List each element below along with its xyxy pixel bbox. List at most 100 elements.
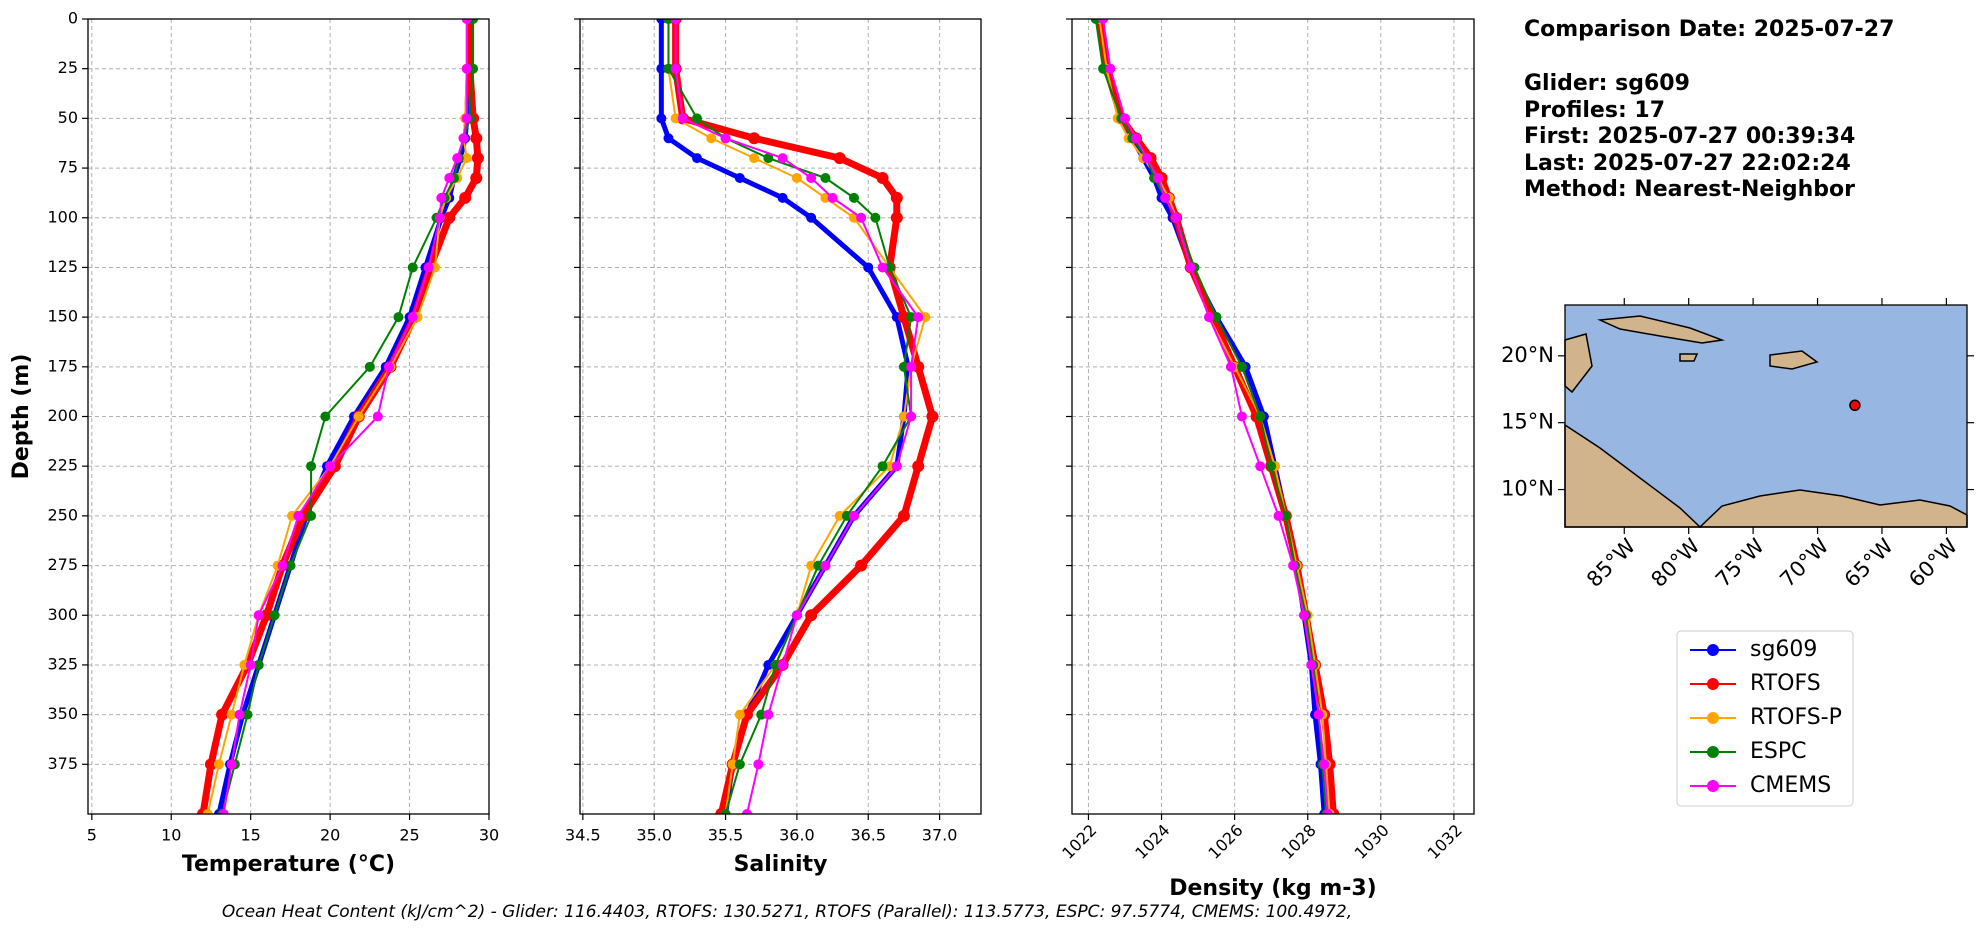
point xyxy=(876,172,889,184)
point xyxy=(656,63,667,74)
info-text: Comparison Date: 2025-07-27 Glider: sg60… xyxy=(1524,17,1894,202)
panel: 1022 1024 1026 1028 1030 1032 Density (kg m-3) xyxy=(1058,18,1475,901)
point xyxy=(293,510,304,521)
point xyxy=(806,212,817,223)
point xyxy=(777,659,788,670)
point xyxy=(458,133,469,144)
point xyxy=(848,510,859,521)
point xyxy=(777,153,788,164)
y-tick-label: 125 xyxy=(47,257,78,276)
x-axis-label: Salinity xyxy=(734,852,828,877)
point xyxy=(877,262,888,273)
point xyxy=(906,312,917,323)
point xyxy=(1322,809,1333,814)
point xyxy=(912,360,925,373)
point xyxy=(670,19,681,24)
point xyxy=(805,609,818,622)
point xyxy=(423,262,434,273)
legend-marker xyxy=(1707,780,1719,792)
point xyxy=(920,312,931,323)
point xyxy=(306,510,317,521)
point xyxy=(740,708,753,721)
x-tick-label: 15 xyxy=(241,826,261,845)
point xyxy=(670,63,681,74)
point xyxy=(444,173,455,183)
x-tick-label: 1026 xyxy=(1204,821,1246,863)
y-tick-label: 275 xyxy=(47,555,78,574)
y-tick-label: 175 xyxy=(47,356,78,375)
x-tick-label: 1022 xyxy=(1058,821,1100,863)
point xyxy=(884,262,895,273)
point xyxy=(1098,19,1109,24)
y-tick-label: 75 xyxy=(58,158,78,177)
point xyxy=(763,153,774,164)
point xyxy=(1319,759,1330,770)
point xyxy=(226,709,237,720)
point xyxy=(906,411,917,422)
series-line xyxy=(672,19,936,814)
point xyxy=(1236,411,1247,422)
map-x-tick-label: 65°W xyxy=(1840,534,1898,592)
point xyxy=(791,173,802,183)
legend-items: sg609 RTOFS RTOFS-P ESPC CMEMS xyxy=(1690,637,1842,798)
point xyxy=(777,192,788,203)
series-group xyxy=(656,19,939,814)
point xyxy=(1119,113,1130,124)
point xyxy=(269,610,280,621)
point xyxy=(898,411,909,422)
point xyxy=(1255,411,1266,422)
x-tick-label: 30 xyxy=(479,826,499,845)
point xyxy=(848,192,859,203)
point xyxy=(890,211,903,224)
point xyxy=(820,192,831,203)
legend-marker xyxy=(1707,678,1719,690)
point xyxy=(756,709,767,720)
point xyxy=(806,560,817,571)
point xyxy=(1130,133,1141,144)
x-tick-label: 35.5 xyxy=(708,826,744,845)
panels: 0 25 50 75 100 125 150 175 200 225 250 275 300 325 350… xyxy=(9,9,1475,901)
point xyxy=(734,759,745,770)
legend-label: ESPC xyxy=(1750,739,1807,764)
point xyxy=(436,192,447,203)
point xyxy=(1160,192,1171,203)
point xyxy=(912,460,925,473)
legend-label: CMEMS xyxy=(1750,773,1831,798)
series-group xyxy=(197,19,484,814)
point xyxy=(741,809,752,814)
map-y-tick-label: 15°N xyxy=(1501,410,1554,434)
point xyxy=(1105,63,1116,74)
point xyxy=(325,461,336,472)
point xyxy=(1280,510,1291,521)
legend-marker xyxy=(1707,712,1719,724)
x-tick-label: 34.5 xyxy=(565,826,601,845)
point xyxy=(1185,262,1196,273)
legend-label: RTOFS-P xyxy=(1750,705,1842,730)
map-y-tick-label: 10°N xyxy=(1501,477,1554,501)
point xyxy=(833,152,846,165)
x-tick-label: 5 xyxy=(87,826,97,845)
point xyxy=(1273,510,1284,521)
point xyxy=(806,173,817,183)
point xyxy=(870,212,881,223)
y-tick-label: 375 xyxy=(47,754,78,773)
point xyxy=(877,461,888,472)
point xyxy=(218,809,229,814)
point xyxy=(770,659,781,670)
point xyxy=(461,153,472,164)
point xyxy=(459,191,472,204)
footer: Ocean Heat Content (kJ/cm^2) - Glider: 1… xyxy=(222,902,1352,922)
y-tick-label: 300 xyxy=(47,605,78,624)
map-frame xyxy=(1564,304,1968,528)
legend-label: RTOFS xyxy=(1750,671,1821,696)
map-x-tick-label: 60°W xyxy=(1904,534,1962,592)
panel: 0 25 50 75 100 125 150 175 200 225 250 275 300 325 350… xyxy=(9,9,499,878)
point xyxy=(863,262,874,273)
panel: 34.5 35.0 35.5 36.0 36.5 37.0 Salinity xyxy=(565,18,982,877)
x-tick-label: 10 xyxy=(161,826,181,845)
glider-location xyxy=(1849,399,1861,412)
x-tick-label: 37.0 xyxy=(922,826,958,845)
series-line xyxy=(674,19,920,814)
info-line: Glider: sg609 xyxy=(1524,71,1690,96)
point xyxy=(748,132,761,145)
